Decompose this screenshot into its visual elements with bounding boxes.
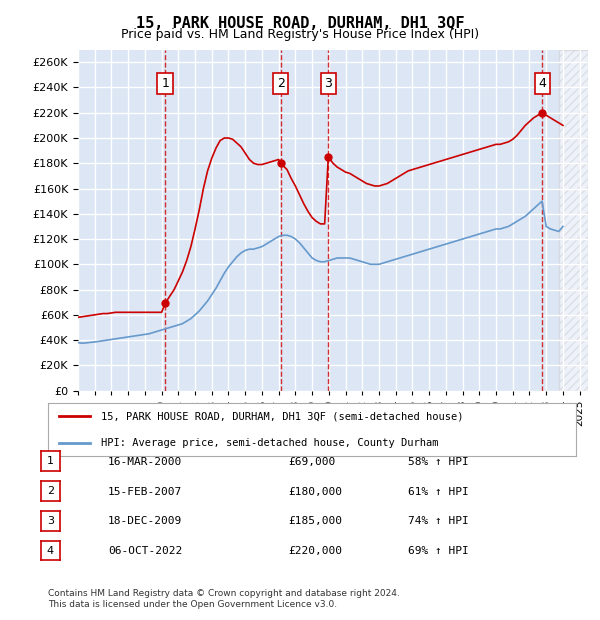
Text: 18-DEC-2009: 18-DEC-2009 [108,516,182,526]
Text: 06-OCT-2022: 06-OCT-2022 [108,546,182,556]
Text: 4: 4 [47,546,54,556]
Text: HPI: Average price, semi-detached house, County Durham: HPI: Average price, semi-detached house,… [101,438,438,448]
Text: 1: 1 [161,78,169,90]
Text: 1: 1 [47,456,54,466]
Text: 4: 4 [538,78,546,90]
Text: Price paid vs. HM Land Registry's House Price Index (HPI): Price paid vs. HM Land Registry's House … [121,28,479,41]
Text: 15-FEB-2007: 15-FEB-2007 [108,487,182,497]
Text: £220,000: £220,000 [288,546,342,556]
Text: 2: 2 [47,486,54,496]
Text: 15, PARK HOUSE ROAD, DURHAM, DH1 3QF: 15, PARK HOUSE ROAD, DURHAM, DH1 3QF [136,16,464,30]
Text: £69,000: £69,000 [288,457,335,467]
Text: 3: 3 [325,78,332,90]
Text: 2: 2 [277,78,284,90]
Text: 69% ↑ HPI: 69% ↑ HPI [408,546,469,556]
Bar [559,50,588,391]
Text: 16-MAR-2000: 16-MAR-2000 [108,457,182,467]
Text: 58% ↑ HPI: 58% ↑ HPI [408,457,469,467]
Text: 3: 3 [47,516,54,526]
Text: £180,000: £180,000 [288,487,342,497]
Text: Contains HM Land Registry data © Crown copyright and database right 2024.
This d: Contains HM Land Registry data © Crown c… [48,590,400,609]
Text: £185,000: £185,000 [288,516,342,526]
Text: 15, PARK HOUSE ROAD, DURHAM, DH1 3QF (semi-detached house): 15, PARK HOUSE ROAD, DURHAM, DH1 3QF (se… [101,411,463,421]
Text: 61% ↑ HPI: 61% ↑ HPI [408,487,469,497]
Text: 74% ↑ HPI: 74% ↑ HPI [408,516,469,526]
